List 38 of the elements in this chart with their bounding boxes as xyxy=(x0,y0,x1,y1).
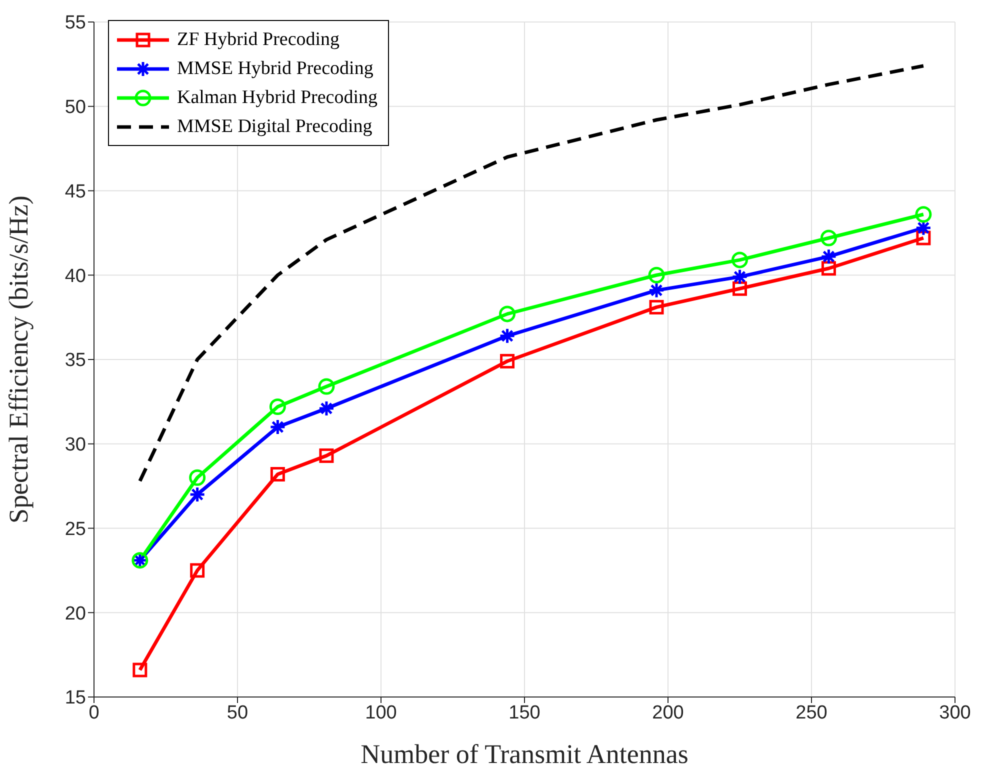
x-tick-label: 300 xyxy=(939,702,971,724)
legend-label: MMSE Digital Precoding xyxy=(177,116,372,138)
y-tick-label: 15 xyxy=(64,688,86,709)
x-tick-label: 150 xyxy=(508,702,540,724)
point xyxy=(190,563,205,578)
x-tick-label: 200 xyxy=(652,702,684,724)
point xyxy=(269,398,286,415)
point xyxy=(132,662,148,678)
y-tick-label: 25 xyxy=(64,518,86,540)
legend-label: Kalman Hybrid Precoding xyxy=(177,86,378,108)
y-tick-label: 35 xyxy=(64,350,86,372)
legend-label: ZF Hybrid Precoding xyxy=(177,28,340,50)
point xyxy=(500,354,515,368)
point xyxy=(820,230,837,246)
x-tick-label: 50 xyxy=(226,702,248,724)
point xyxy=(732,252,748,268)
x-axis-title: Number of Transmit Antennas xyxy=(360,739,688,769)
y-tick-label: 55 xyxy=(64,12,86,34)
legend-label: MMSE Hybrid Precoding xyxy=(177,58,374,80)
point xyxy=(915,206,932,223)
y-tick-label: 40 xyxy=(64,266,86,287)
point xyxy=(499,306,516,322)
x-tick-label: 100 xyxy=(365,702,397,724)
point xyxy=(318,378,335,395)
x-tick-label: 250 xyxy=(796,702,828,724)
point xyxy=(821,261,836,276)
point xyxy=(319,448,334,463)
point xyxy=(649,300,664,314)
point xyxy=(189,469,206,486)
point xyxy=(732,281,747,296)
y-tick-label: 50 xyxy=(64,97,86,118)
y-tick-label: 30 xyxy=(64,434,86,456)
y-tick-label: 45 xyxy=(64,181,86,202)
y-axis-title: Spectral Efficiency (bits/s/Hz) xyxy=(4,196,34,524)
y-tick-label: 20 xyxy=(64,603,86,624)
point xyxy=(648,266,665,284)
x-tick-label: 0 xyxy=(88,702,100,724)
point xyxy=(270,467,285,482)
